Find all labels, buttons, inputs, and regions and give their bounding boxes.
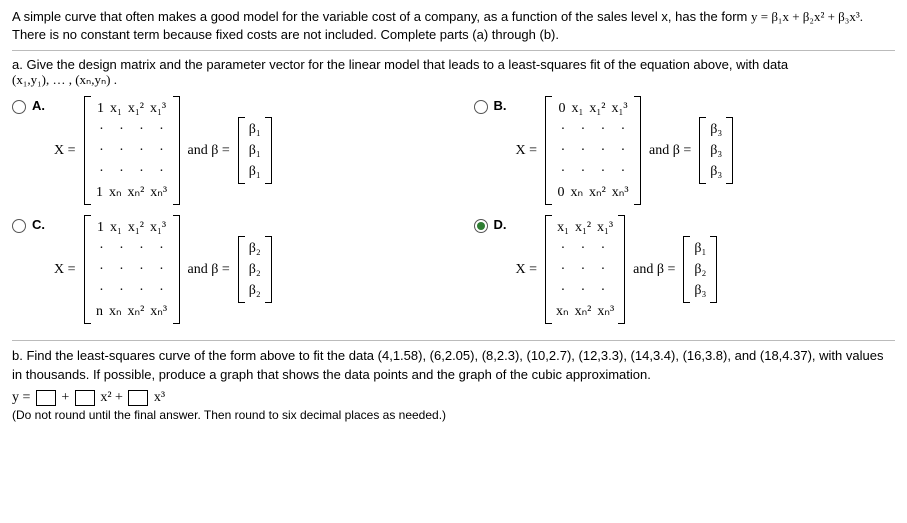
coef2-input[interactable]	[75, 390, 95, 406]
part-b-section: b. Find the least-squares curve of the f…	[12, 347, 895, 422]
part-a-prompt: a. Give the design matrix and the parame…	[12, 57, 895, 88]
option-c[interactable]: C. X = 1x₁x₁²x₁³ ···· ···· ···· nxₙxₙ²xₙ…	[12, 215, 434, 324]
answer-equation: y = + x² + x³	[12, 390, 895, 406]
option-b[interactable]: B. X = 0x₁x₁²x₁³ ···· ···· ···· 0xₙxₙ²xₙ…	[474, 96, 896, 205]
part-a-section: a. Give the design matrix and the parame…	[12, 57, 895, 341]
radio-d[interactable]	[474, 219, 488, 233]
option-b-beta: β₃ β₃ β₃	[699, 117, 733, 184]
coef1-input[interactable]	[36, 390, 56, 406]
option-a[interactable]: A. X = 1x₁x₁²x₁³ ···· ···· ···· 1xₙxₙ²xₙ…	[12, 96, 434, 205]
intro-line2: There is no constant term because fixed …	[12, 26, 895, 44]
radio-a[interactable]	[12, 100, 26, 114]
option-b-eq: X = 0x₁x₁²x₁³ ···· ···· ···· 0xₙxₙ²xₙ³ a…	[516, 96, 734, 205]
option-d-xmatrix: x₁x₁²x₁³ ··· ··· ··· xₙxₙ²xₙ³	[545, 215, 625, 324]
option-d[interactable]: D. X = x₁x₁²x₁³ ··· ··· ··· xₙxₙ²xₙ³	[474, 215, 896, 324]
option-a-beta: β₁ β₁ β₁	[238, 117, 272, 184]
option-a-letter: A.	[32, 98, 48, 113]
option-b-xmatrix: 0x₁x₁²x₁³ ···· ···· ···· 0xₙxₙ²xₙ³	[545, 96, 641, 205]
option-a-eq: X = 1x₁x₁²x₁³ ···· ···· ···· 1xₙxₙ²xₙ³ a…	[54, 96, 272, 205]
intro-section: A simple curve that often makes a good m…	[12, 8, 895, 51]
option-a-xmatrix: 1x₁x₁²x₁³ ···· ···· ···· 1xₙxₙ²xₙ³	[84, 96, 180, 205]
coef3-input[interactable]	[128, 390, 148, 406]
option-d-beta: β₁ β₂ β₃	[683, 236, 717, 303]
radio-b[interactable]	[474, 100, 488, 114]
option-c-letter: C.	[32, 217, 48, 232]
option-c-beta: β₂ β₂ β₂	[238, 236, 272, 303]
option-d-eq: X = x₁x₁²x₁³ ··· ··· ··· xₙxₙ²xₙ³ and β …	[516, 215, 718, 324]
option-c-eq: X = 1x₁x₁²x₁³ ···· ···· ···· nxₙxₙ²xₙ³ a…	[54, 215, 272, 324]
radio-c[interactable]	[12, 219, 26, 233]
intro-equation: y = β₁x + β₂x² + β₃x³.	[751, 9, 863, 24]
intro-line1: A simple curve that often makes a good m…	[12, 9, 751, 24]
option-d-letter: D.	[494, 217, 510, 232]
intro-text: A simple curve that often makes a good m…	[12, 8, 895, 26]
part-b-text: b. Find the least-squares curve of the f…	[12, 347, 895, 383]
rounding-note: (Do not round until the final answer. Th…	[12, 408, 895, 422]
option-b-letter: B.	[494, 98, 510, 113]
options-grid: A. X = 1x₁x₁²x₁³ ···· ···· ···· 1xₙxₙ²xₙ…	[12, 96, 895, 334]
option-c-xmatrix: 1x₁x₁²x₁³ ···· ···· ···· nxₙxₙ²xₙ³	[84, 215, 180, 324]
